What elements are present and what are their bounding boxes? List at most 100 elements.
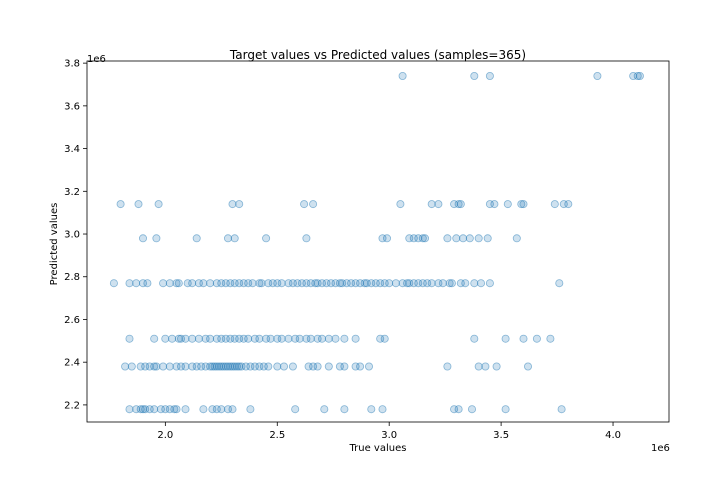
scatter-point-51 bbox=[132, 279, 141, 288]
scatter-point-184 bbox=[212, 362, 221, 371]
scatter-point-219 bbox=[125, 405, 134, 414]
y-tick-label: 2.2 bbox=[64, 400, 80, 411]
scatter-point-47 bbox=[483, 234, 492, 243]
scatter-point-93 bbox=[347, 279, 356, 288]
scatter-point-240 bbox=[320, 405, 329, 414]
scatter-point-182 bbox=[208, 362, 217, 371]
y-axis-ticks: 2.2 2.4 2.6 2.8 3.0 3.2 3.4 3.6 3.8 bbox=[64, 59, 87, 411]
scatter-point-181 bbox=[206, 362, 215, 371]
scatter-point-78 bbox=[284, 279, 293, 288]
scatter-point-14 bbox=[396, 200, 405, 209]
x-tick-label: 3.0 bbox=[381, 430, 397, 441]
scatter-point-95 bbox=[356, 279, 365, 288]
scatter-point-198 bbox=[250, 362, 259, 371]
scatter-point-106 bbox=[405, 279, 414, 288]
scatter-point-73 bbox=[257, 279, 266, 288]
scatter-point-75 bbox=[268, 279, 277, 288]
scatter-point-121 bbox=[555, 279, 564, 288]
scatter-point-116 bbox=[456, 279, 465, 288]
scatter-point-79 bbox=[288, 279, 297, 288]
scatter-point-236 bbox=[223, 405, 232, 414]
scatter-point-0 bbox=[398, 72, 407, 81]
scatter-point-77 bbox=[277, 279, 286, 288]
scatter-point-67 bbox=[230, 279, 239, 288]
scatter-point-86 bbox=[317, 279, 326, 288]
scatter-point-74 bbox=[264, 279, 273, 288]
scatter-point-153 bbox=[317, 334, 326, 343]
scatter-point-149 bbox=[295, 334, 304, 343]
scatter-point-16 bbox=[434, 200, 443, 209]
scatter-point-242 bbox=[367, 405, 376, 414]
scatter-point-7 bbox=[116, 200, 125, 209]
scatter-point-60 bbox=[194, 279, 203, 288]
scatter-point-44 bbox=[459, 234, 468, 243]
scatter-point-222 bbox=[138, 405, 147, 414]
scatter-point-70 bbox=[244, 279, 253, 288]
scatter-point-85 bbox=[313, 279, 322, 288]
scatter-point-92 bbox=[342, 279, 351, 288]
scatter-point-82 bbox=[302, 279, 311, 288]
scatter-point-43 bbox=[452, 234, 461, 243]
scatter-point-98 bbox=[367, 279, 376, 288]
scatter-point-2 bbox=[485, 72, 494, 81]
scatter-point-119 bbox=[476, 279, 485, 288]
scatter-point-205 bbox=[304, 362, 313, 371]
scatter-point-38 bbox=[409, 234, 418, 243]
x-axis-multiplier: 1e6 bbox=[651, 443, 670, 454]
scatter-point-68 bbox=[235, 279, 244, 288]
scatter-point-39 bbox=[414, 234, 423, 243]
scatter-point-42 bbox=[443, 234, 452, 243]
scatter-point-143 bbox=[262, 334, 271, 343]
scatter-point-13 bbox=[309, 200, 318, 209]
scatter-point-166 bbox=[127, 362, 136, 371]
scatter-point-72 bbox=[255, 279, 264, 288]
scatter-point-229 bbox=[170, 405, 179, 414]
scatter-point-20 bbox=[485, 200, 494, 209]
scatter-point-29 bbox=[152, 234, 161, 243]
scatter-point-9 bbox=[154, 200, 163, 209]
scatter-point-232 bbox=[199, 405, 208, 414]
scatter-point-23 bbox=[517, 200, 526, 209]
scatter-point-234 bbox=[212, 405, 221, 414]
scatter-point-241 bbox=[340, 405, 349, 414]
points-layer bbox=[109, 72, 644, 414]
plot-frame bbox=[86, 60, 670, 423]
scatter-point-191 bbox=[228, 362, 237, 371]
scatter-point-58 bbox=[183, 279, 192, 288]
scatter-point-36 bbox=[382, 234, 391, 243]
scatter-point-17 bbox=[450, 200, 459, 209]
scatter-point-216 bbox=[481, 362, 490, 371]
scatter-point-185 bbox=[215, 362, 224, 371]
scatter-point-45 bbox=[465, 234, 474, 243]
scatter-point-155 bbox=[331, 334, 340, 343]
scatter-point-122 bbox=[125, 334, 134, 343]
scatter-point-89 bbox=[331, 279, 340, 288]
scatter-point-99 bbox=[371, 279, 380, 288]
scatter-point-138 bbox=[235, 334, 244, 343]
scatter-point-22 bbox=[503, 200, 512, 209]
scatter-point-59 bbox=[188, 279, 197, 288]
scatter-point-134 bbox=[217, 334, 226, 343]
scatter-point-193 bbox=[232, 362, 241, 371]
scatter-point-102 bbox=[385, 279, 394, 288]
scatter-point-189 bbox=[223, 362, 232, 371]
scatter-point-112 bbox=[434, 279, 443, 288]
x-axis-label: True values bbox=[349, 443, 407, 454]
scatter-point-135 bbox=[221, 334, 230, 343]
y-tick-label: 3.2 bbox=[64, 187, 80, 198]
scatter-point-227 bbox=[161, 405, 170, 414]
scatter-point-88 bbox=[326, 279, 335, 288]
scatter-point-139 bbox=[239, 334, 248, 343]
scatter-point-233 bbox=[208, 405, 217, 414]
scatter-point-71 bbox=[248, 279, 257, 288]
scatter-point-5 bbox=[633, 72, 642, 81]
y-tick-label: 2.4 bbox=[64, 358, 80, 369]
y-axis-multiplier: 1e6 bbox=[87, 54, 106, 65]
scatter-point-243 bbox=[378, 405, 387, 414]
scatter-point-213 bbox=[364, 362, 373, 371]
scatter-point-128 bbox=[181, 334, 190, 343]
scatter-point-55 bbox=[165, 279, 174, 288]
scatter-point-49 bbox=[109, 279, 118, 288]
x-tick-label: 2.0 bbox=[157, 430, 173, 441]
scatter-point-103 bbox=[391, 279, 400, 288]
